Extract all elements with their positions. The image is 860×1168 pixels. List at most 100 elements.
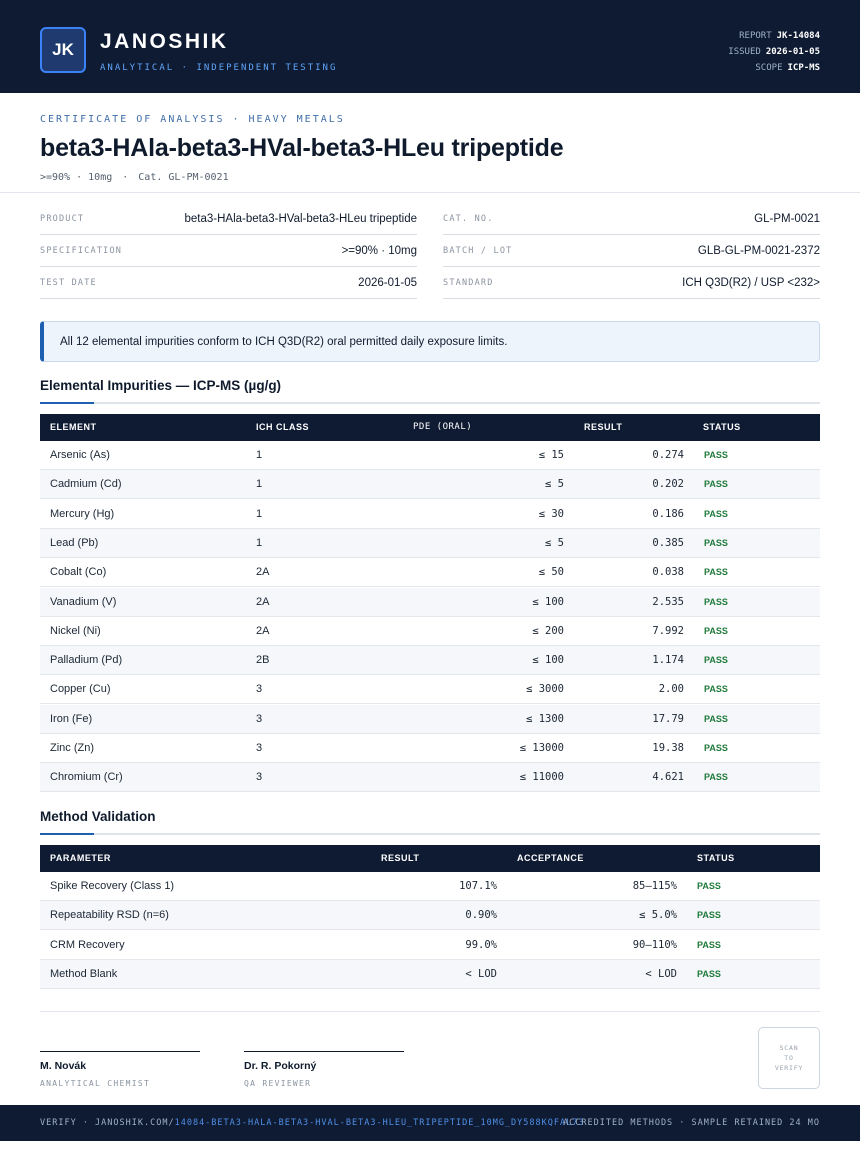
cell-parameter: Spike Recovery (Class 1) [50, 880, 175, 892]
col-element: ELEMENT [50, 422, 97, 432]
header-bar: JK JANOSHIK ANALYTICAL · INDEPENDENT TES… [0, 0, 860, 93]
cell-acceptance: 85–115% [632, 880, 677, 892]
page-margin [0, 1141, 860, 1168]
cell-pde: ≤ 200 [532, 624, 564, 637]
verify-link[interactable]: 14084-BETA3-HALA-BETA3-HVAL-BETA3-HLEU_T… [174, 1118, 585, 1128]
info-test-date: TEST DATE 2026-01-05 [40, 267, 417, 299]
cell-pde: ≤ 13000 [519, 742, 564, 754]
report-meta: REPORT JK-14084 ISSUED 2026-01-05 SCOPE ICP… [728, 28, 820, 76]
impurities-section-title: Elemental Impurities — ICP-MS (µg/g) [40, 378, 282, 393]
col-result: RESULT [381, 853, 420, 863]
cell-pde: ≤ 3000 [526, 683, 564, 696]
table-row: Lead (Pb) 1 ≤ 5 0.385 PASS [40, 528, 820, 558]
cell-pde: ≤ 100 [532, 654, 564, 667]
footer-bar: VERIFY · JANOSHIK.COM/14084-BETA3-HALA-B… [0, 1105, 860, 1141]
qr-text: VERIFY [774, 1064, 804, 1072]
cell-status: PASS [704, 713, 728, 724]
cell-status: PASS [704, 508, 728, 519]
cell-status: PASS [704, 625, 728, 636]
cell-element: Copper (Cu) [50, 683, 111, 696]
info-value: ICH Q3D(R2) / USP <232> [682, 276, 820, 289]
scope-value: ICP-MS [787, 63, 820, 73]
cell-status: PASS [704, 537, 728, 548]
validation-section-title: Method Validation [40, 809, 156, 824]
col-result: RESULT [584, 422, 623, 432]
cell-ich-class: 1 [256, 449, 263, 461]
validation-table: PARAMETER RESULT ACCEPTANCE STATUS Spike… [40, 845, 820, 990]
cell-result: 0.385 [652, 536, 684, 549]
cell-result: < LOD [465, 967, 497, 980]
cell-pde: ≤ 30 [538, 507, 564, 520]
info-label: PRODUCT [40, 213, 85, 224]
info-batch: BATCH / LOT GLB-GL-PM-0021-2372 [443, 235, 820, 267]
table-header: ELEMENT ICH CLASS PDE (ORAL) RESULT STAT… [40, 414, 820, 441]
info-value: >=90% · 10mg [341, 244, 417, 257]
col-ich-class: ICH CLASS [256, 422, 310, 432]
cell-element: Lead (Pb) [50, 536, 99, 549]
signature-block: Dr. R. Pokorný QA REVIEWER [244, 1051, 404, 1088]
table-row: Spike Recovery (Class 1) 107.1% 85–115% PAS… [40, 872, 820, 901]
conformance-notice: All 12 elemental impurities conform to I… [40, 321, 820, 362]
signatory-role: ANALYTICAL CHEMIST [40, 1079, 151, 1088]
cell-element: Palladium (Pd) [50, 654, 123, 667]
cell-element: Vanadium (V) [50, 595, 117, 608]
cell-element: Cadmium (Cd) [50, 478, 122, 491]
table-header: PARAMETER RESULT ACCEPTANCE STATUS [40, 845, 820, 872]
cell-result: 107.1% [459, 880, 497, 892]
cell-acceptance: 90–110% [632, 938, 677, 951]
cell-element: Chromium (Cr) [50, 771, 123, 784]
signatory-name: Dr. R. Pokorný [244, 1060, 317, 1072]
cell-pde: ≤ 50 [538, 566, 564, 579]
cell-result: 0.038 [652, 566, 684, 579]
issued-date: 2026-01-05 [765, 47, 820, 57]
cell-result: 0.202 [652, 478, 684, 491]
table-row: Vanadium (V) 2A ≤ 100 2.535 PASS [40, 587, 820, 617]
signatory-name: M. Novák [40, 1060, 87, 1072]
info-value: beta3-HAla-beta3-HVal-beta3-HLeu tripept… [184, 212, 417, 225]
cell-status: PASS [704, 743, 728, 753]
cell-ich-class: 2A [256, 566, 270, 579]
cell-acceptance: ≤ 5.0% [639, 909, 677, 922]
info-specification: SPECIFICATION >=90% · 10mg [40, 235, 417, 267]
issued-label: ISSUED [728, 47, 761, 57]
table-row: CRM Recovery 99.0% 90–110% PASS [40, 931, 820, 960]
cell-status: PASS [704, 684, 728, 695]
cell-parameter: Method Blank [50, 967, 118, 980]
info-value: 2026-01-05 [358, 276, 417, 289]
section-rule [40, 402, 820, 404]
cell-result: 2.535 [652, 595, 684, 608]
col-pde: PDE (ORAL) [413, 422, 473, 432]
info-label: TEST DATE [40, 277, 97, 288]
cell-ich-class: 1 [256, 478, 263, 491]
table-row: Nickel (Ni) 2A ≤ 200 7.992 PASS [40, 617, 820, 646]
cell-ich-class: 1 [256, 507, 263, 520]
cell-pde: ≤ 5 [545, 478, 564, 491]
cell-ich-class: 3 [256, 771, 263, 784]
cell-pde: ≤ 5 [545, 536, 564, 549]
col-status: STATUS [697, 853, 735, 863]
cell-status: PASS [697, 939, 721, 950]
info-product: PRODUCT beta3-HAla-beta3-HVal-beta3-HLeu… [40, 203, 417, 235]
cell-result: 2.00 [658, 683, 684, 696]
qr-verify-code[interactable]: SCAN TO VERIFY [758, 1027, 820, 1089]
document-kicker: CERTIFICATE OF ANALYSIS · HEAVY METALS [40, 114, 345, 125]
cell-ich-class: 3 [256, 742, 263, 754]
cell-status: PASS [704, 479, 728, 490]
verify-line: VERIFY · JANOSHIK.COM/14084-BETA3-HALA-B… [40, 1118, 584, 1128]
qr-text: SCAN [779, 1044, 799, 1052]
cell-status: PASS [704, 772, 728, 783]
divider [0, 192, 860, 193]
cell-element: Cobalt (Co) [50, 566, 107, 579]
table-row: Method Blank < LOD < LOD PASS [40, 959, 820, 989]
cell-acceptance: < LOD [645, 967, 677, 980]
separator-dot: · [122, 172, 129, 183]
cell-result: 0.186 [652, 507, 684, 520]
table-row: Arsenic (As) 1 ≤ 15 0.274 PASS [40, 441, 820, 470]
cell-status: PASS [704, 450, 728, 460]
table-row: Chromium (Cr) 3 ≤ 11000 4.621 PASS [40, 763, 820, 793]
cell-ich-class: 2B [256, 654, 270, 667]
report-number: JK-14084 [776, 31, 820, 41]
cell-result: 0.274 [652, 449, 684, 461]
col-acceptance: ACCEPTANCE [517, 853, 584, 863]
page-title: beta3-HAla-beta3-HVal-beta3-HLeu tripept… [40, 134, 564, 162]
